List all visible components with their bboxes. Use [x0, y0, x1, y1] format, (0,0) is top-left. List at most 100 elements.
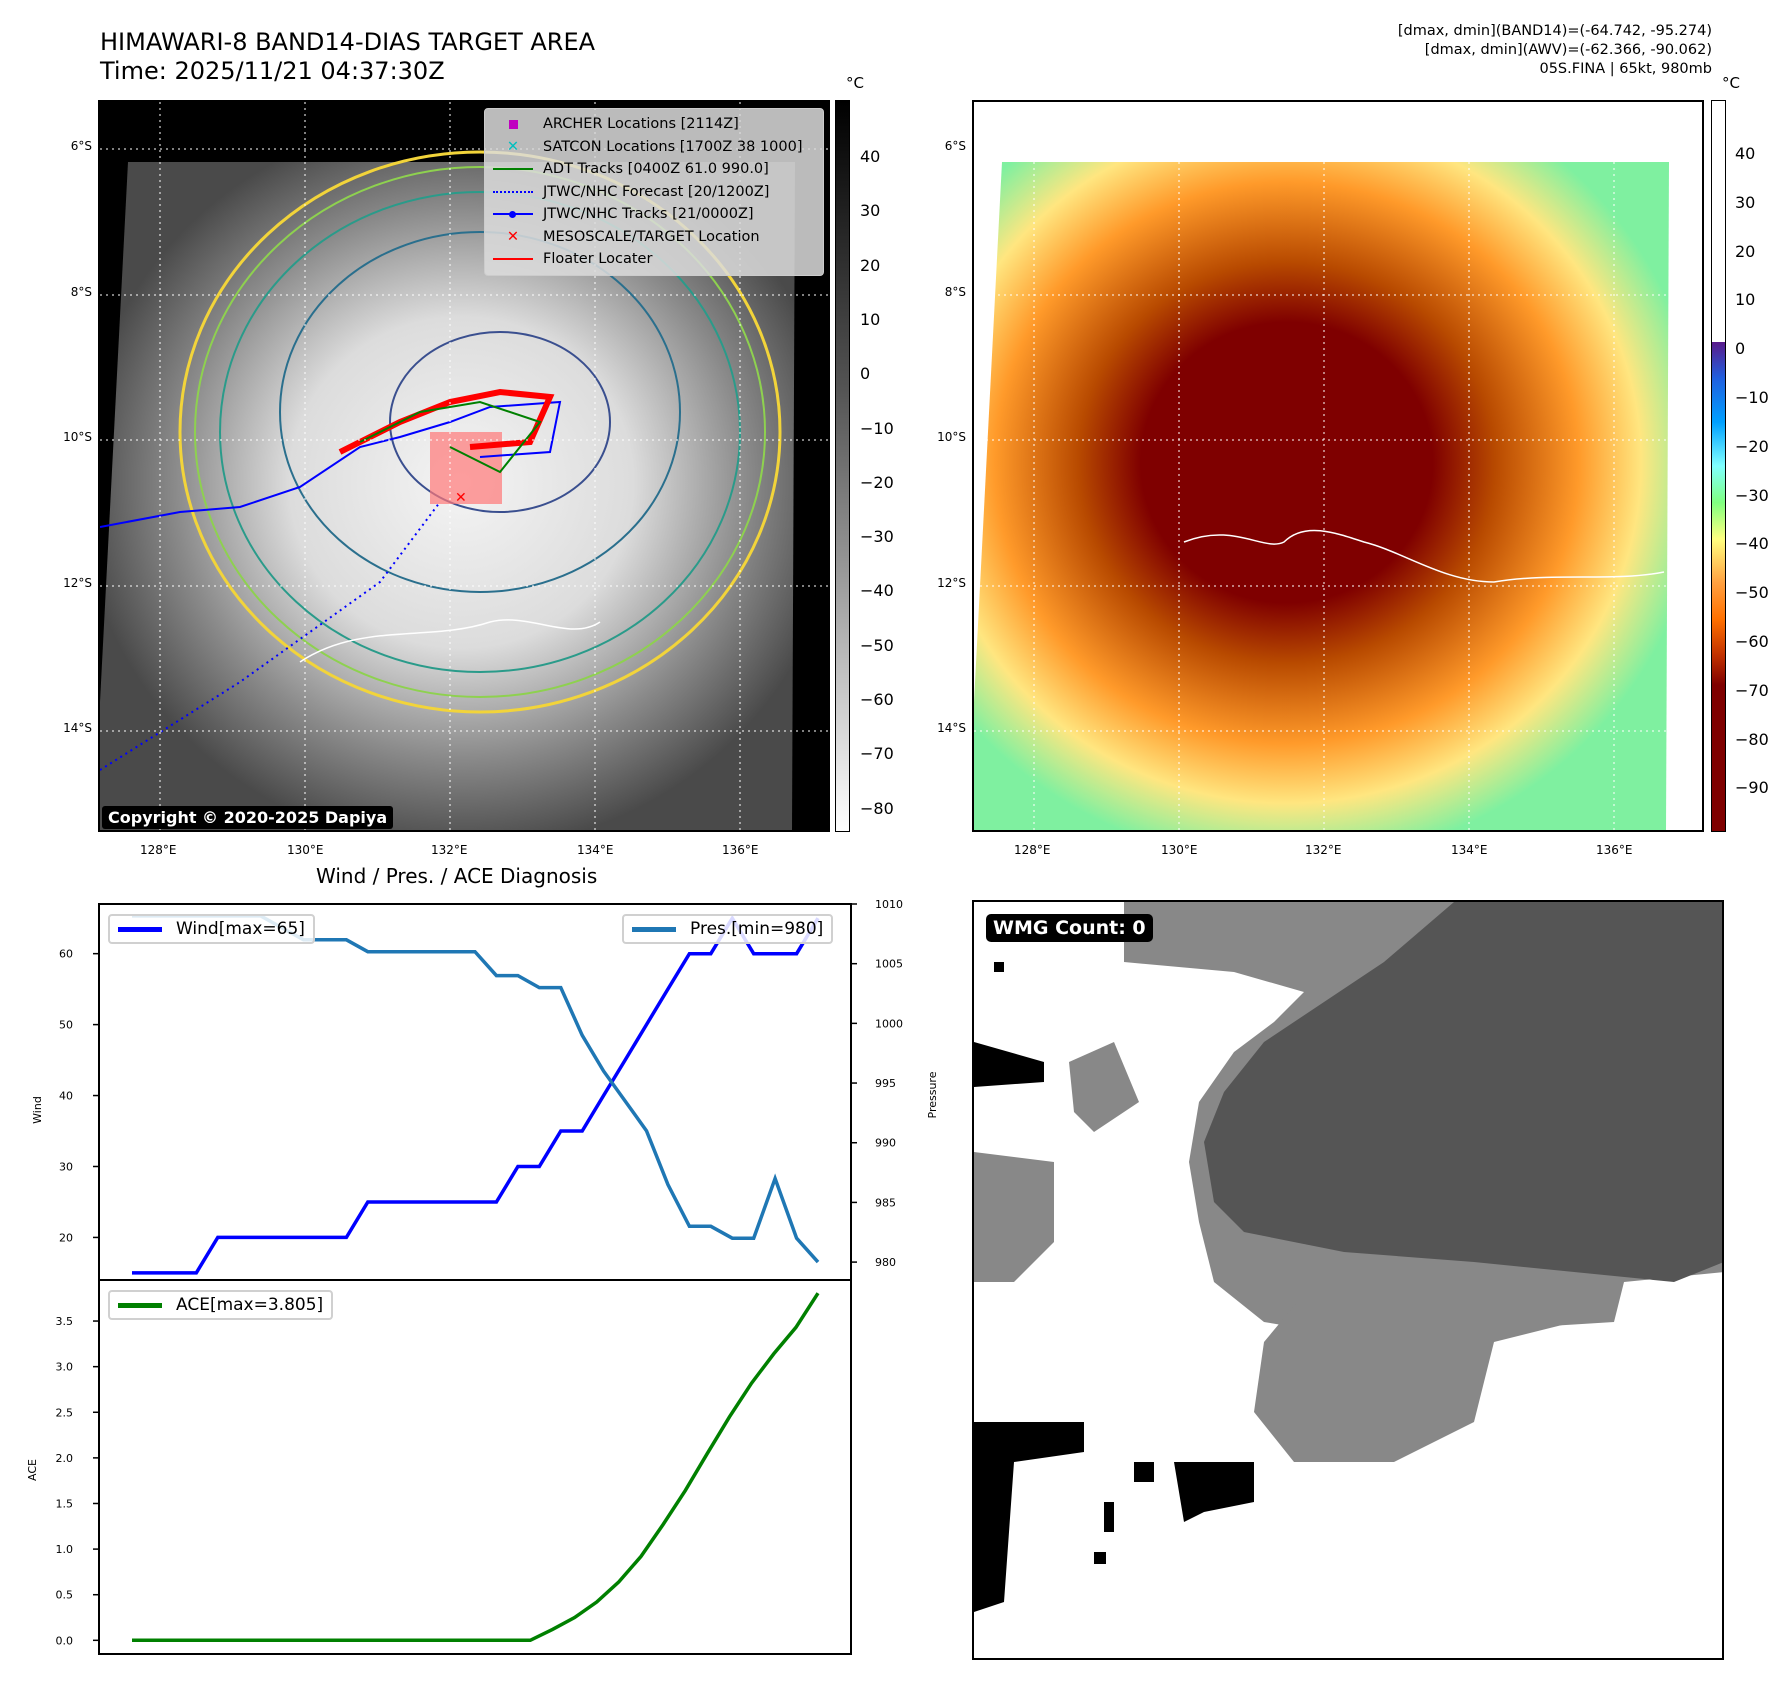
- wmg-grid-image: [974, 902, 1722, 1612]
- lon-tick: 134°E: [577, 843, 614, 857]
- lon-tick: 130°E: [287, 843, 324, 857]
- right-colorbar: [1711, 100, 1726, 832]
- wind-legend-swatch: [118, 926, 162, 932]
- ace-axis-label: ACE: [26, 1459, 39, 1481]
- dotted-line-icon: [491, 185, 535, 199]
- figure-time: Time: 2025/11/21 04:37:30Z: [100, 57, 445, 85]
- lat-tick: 14°S: [63, 721, 92, 735]
- colorbar-tick-label: 0: [860, 364, 871, 384]
- wind-axis-label: Wind: [31, 1096, 44, 1124]
- left-colorbar-unit: °C: [846, 74, 864, 92]
- legend-item-adt: ADT Tracks [0400Z 61.0 990.0]: [491, 158, 817, 181]
- colorbar-tick-label: 30: [1735, 192, 1756, 212]
- ir-grayscale-map: ✕ ARCHER Locations [2114Z] ✕ SATCON Loca…: [98, 100, 830, 832]
- wind-ytick-label: 50: [59, 1019, 73, 1032]
- colorbar-tick-label: 40: [1735, 144, 1756, 163]
- colorbar-tick-label: −20: [1735, 436, 1769, 456]
- figure-title: HIMAWARI-8 BAND14-DIAS TARGET AREA: [100, 28, 596, 56]
- colorbar-tick-label: −80: [860, 798, 894, 818]
- awv-color-map: [972, 100, 1704, 832]
- colorbar-tick-label: −10: [1735, 388, 1769, 407]
- ace-series-line: [132, 1292, 820, 1643]
- lat-tick: 14°S: [937, 721, 966, 735]
- ace-ytick-label: 3.5: [56, 1315, 74, 1328]
- lat-tick: 8°S: [70, 285, 92, 299]
- colorbar-tick-label: −80: [1735, 729, 1769, 749]
- lat-tick: 6°S: [944, 139, 966, 153]
- pressure-series-line: [132, 914, 820, 1264]
- legend-item-floater: Floater Locater: [491, 248, 817, 271]
- legend-item-jtwc-forecast: JTWC/NHC Forecast [20/1200Z]: [491, 181, 817, 204]
- lat-tick: 12°S: [63, 576, 92, 590]
- ace-ytick-label: 2.0: [56, 1452, 74, 1465]
- band14-range-text: [dmax, dmin](BAND14)=(-64.742, -95.274): [1397, 23, 1712, 39]
- ace-ytick-label: 1.0: [56, 1543, 74, 1556]
- legend-item-archer: ARCHER Locations [2114Z]: [491, 113, 817, 136]
- ace-ytick-label: 3.0: [56, 1361, 74, 1374]
- ace-ytick-label: 0.0: [56, 1634, 74, 1647]
- pressure-ytick-label: 1000: [875, 1017, 903, 1030]
- awv-map-image: [974, 102, 1702, 830]
- colorbar-tick-label: −60: [1735, 632, 1769, 651]
- pressure-ytick-label: 995: [875, 1077, 896, 1090]
- lon-tick: 132°E: [1305, 843, 1342, 857]
- line-marker-icon: [491, 252, 535, 266]
- lat-tick: 8°S: [944, 285, 966, 299]
- wind-axes-frame: [98, 903, 852, 1281]
- legend-item-target: ✕ MESOSCALE/TARGET Location: [491, 226, 817, 249]
- lon-tick: 134°E: [1451, 843, 1488, 857]
- lon-tick: 128°E: [140, 843, 177, 857]
- pressure-ytick-label: 990: [875, 1137, 896, 1150]
- colorbar-tick-label: −30: [1735, 485, 1769, 505]
- wmg-count-badge: WMG Count: 0: [986, 914, 1153, 942]
- pressure-ytick-label: 980: [875, 1256, 896, 1269]
- colorbar-tick-label: −70: [860, 744, 894, 764]
- colorbar-tick-label: −60: [860, 690, 894, 709]
- line-marker-icon: [491, 162, 535, 176]
- wind-ytick-label: 60: [59, 948, 73, 961]
- coastline: [1183, 529, 1665, 583]
- ace-ytick-label: 0.5: [56, 1589, 74, 1602]
- pressure-ytick-label: 1010: [875, 900, 903, 911]
- legend-item-satcon: ✕ SATCON Locations [1700Z 38 1000]: [491, 136, 817, 159]
- wind-series-line: [132, 914, 820, 1275]
- target-location-marker: ✕: [455, 490, 467, 506]
- legend-item-jtwc-tracks: JTWC/NHC Tracks [21/0000Z]: [491, 203, 817, 226]
- map-legend: ARCHER Locations [2114Z] ✕ SATCON Locati…: [484, 108, 824, 276]
- lon-tick: 128°E: [1014, 843, 1051, 857]
- pressure-axis-label: Pressure: [926, 1071, 939, 1118]
- pressure-ytick-label: 1005: [875, 958, 903, 971]
- pressure-legend: Pres.[min=980]: [622, 914, 834, 944]
- colorbar-tick-label: −40: [860, 581, 894, 601]
- square-marker-icon: [491, 117, 535, 131]
- colorbar-tick-label: 20: [1735, 241, 1756, 261]
- x-marker-icon: ✕: [506, 138, 520, 155]
- copyright-label: Copyright © 2020-2025 Dapiya: [102, 806, 394, 829]
- lon-tick: 136°E: [722, 843, 759, 857]
- wind-ytick-label: 30: [59, 1160, 73, 1173]
- left-colorbar: [835, 100, 850, 832]
- right-colorbar-unit: °C: [1722, 74, 1740, 92]
- ir-map-image: ✕: [100, 102, 828, 830]
- colorbar-tick-label: −20: [860, 472, 894, 492]
- awv-range-text: [dmax, dmin](AWV)=(-62.366, -90.062): [1424, 42, 1712, 58]
- colorbar-tick-label: −70: [1735, 680, 1769, 700]
- x-marker-icon: ✕: [506, 228, 520, 245]
- lon-tick: 130°E: [1161, 843, 1198, 857]
- colorbar-tick-label: 10: [860, 309, 881, 329]
- colorbar-tick-label: −50: [860, 635, 894, 655]
- ace-legend: ACE[max=3.805]: [108, 1290, 334, 1320]
- lat-tick: 10°S: [937, 430, 966, 444]
- lat-tick: 10°S: [63, 430, 92, 444]
- ace-ytick-label: 1.5: [56, 1497, 74, 1510]
- ace-legend-swatch: [118, 1302, 162, 1308]
- line-dot-icon: [491, 207, 535, 221]
- colorbar-tick-label: −90: [1735, 778, 1769, 798]
- colorbar-tick-label: 30: [860, 201, 881, 221]
- lat-tick: 12°S: [937, 576, 966, 590]
- pressure-ytick-label: 985: [875, 1196, 896, 1209]
- wind-pressure-axes: 20 30 40 50 60 980 985 990 995 1000 1005 1010: [59, 900, 903, 1281]
- colorbar-tick-label: −40: [1735, 534, 1769, 554]
- jtwc-track-line: [100, 400, 562, 528]
